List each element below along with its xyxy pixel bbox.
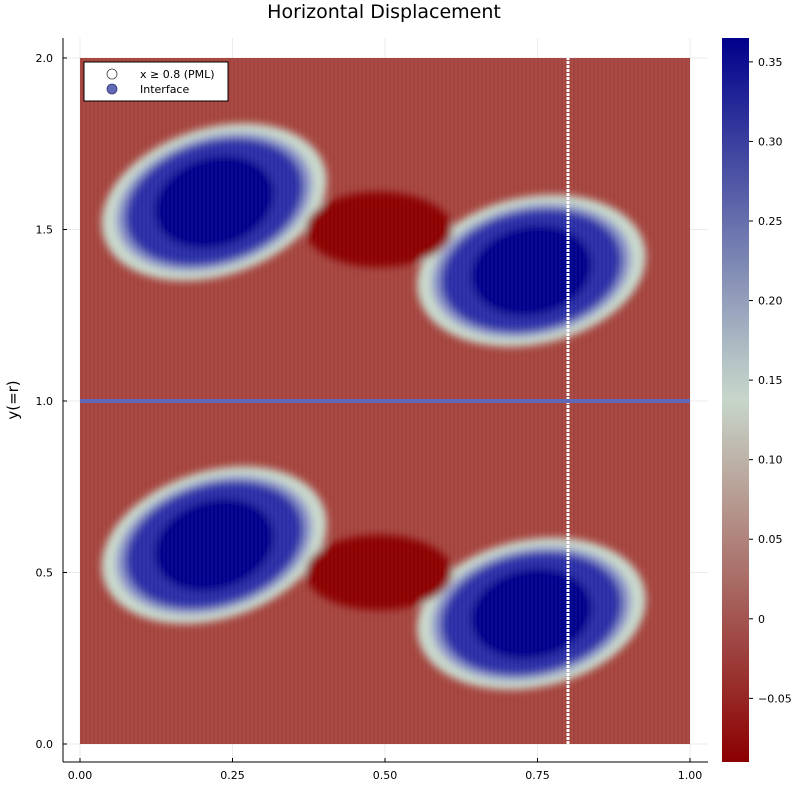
y-tick-label: 2.0 <box>36 52 54 65</box>
colorbar-tick-label: 0 <box>758 613 765 626</box>
heatmap-blob-core <box>471 225 592 317</box>
colorbar-ticks: −0.05 0 0.05 0.10 0.15 0.20 0.25 0.30 0.35 <box>749 56 792 705</box>
colorbar-tick-label: 0.10 <box>758 454 783 467</box>
heatmap-blob-core <box>471 568 592 660</box>
y-axis-ticks: 0.0 0.5 1.0 1.5 2.0 <box>36 52 67 751</box>
colorbar-tick-label: 0.15 <box>758 374 783 387</box>
legend-label-pml: x ≥ 0.8 (PML) <box>140 68 215 81</box>
y-tick-label: 1.5 <box>36 224 54 237</box>
colorbar-tick-label: 0.20 <box>758 295 783 308</box>
x-tick-label: 0.25 <box>220 769 245 782</box>
y-tick-label: 0.5 <box>36 567 54 580</box>
colorbar-tick-label: 0.05 <box>758 533 783 546</box>
chart-title: Horizontal Displacement <box>267 1 501 23</box>
heatmap-trough <box>305 191 453 268</box>
heatmap-blob-core <box>154 498 274 592</box>
heatmap-trough <box>305 534 453 611</box>
colorbar-tick-label: 0.35 <box>758 56 783 69</box>
legend-label-interface: Interface <box>140 83 189 96</box>
y-axis-label: y(=r) <box>4 380 22 419</box>
y-tick-label: 0.0 <box>36 738 54 751</box>
legend-marker-pml <box>106 68 118 80</box>
colorbar: −0.05 0 0.05 0.10 0.15 0.20 0.25 0.30 0.35 <box>722 38 792 762</box>
colorbar-gradient <box>722 38 749 762</box>
x-tick-label: 0.50 <box>373 769 398 782</box>
colorbar-tick-label: −0.05 <box>758 692 792 705</box>
x-tick-label: 1.00 <box>678 769 703 782</box>
x-tick-label: 0.00 <box>68 769 93 782</box>
colorbar-tick-label: 0.25 <box>758 215 783 228</box>
y-tick-label: 1.0 <box>36 395 54 408</box>
data-series <box>80 58 690 744</box>
x-tick-label: 0.75 <box>525 769 550 782</box>
legend-marker-interface <box>106 83 118 95</box>
legend: x ≥ 0.8 (PML) Interface <box>83 61 229 102</box>
x-axis-ticks: 0.00 0.25 0.50 0.75 1.00 <box>68 758 703 782</box>
heatmap-blob-core <box>154 155 274 249</box>
colorbar-tick-label: 0.30 <box>758 135 783 148</box>
